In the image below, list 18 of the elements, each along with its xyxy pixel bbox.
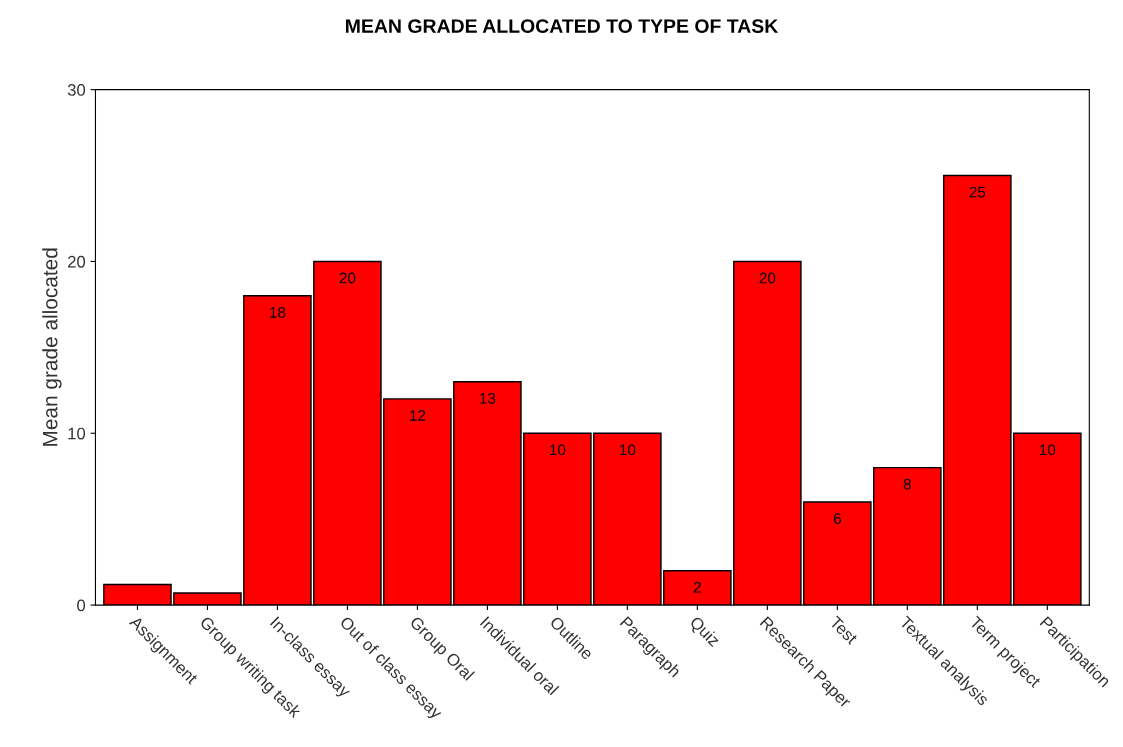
data-label: 10 (550, 444, 566, 456)
y-tick-label: 30 (67, 84, 86, 96)
data-label: 20 (339, 272, 356, 284)
y-tick-label: 10 (68, 427, 86, 440)
data-label: 10 (1039, 444, 1056, 456)
y-tick-label: 20 (68, 255, 86, 268)
data-label: 13 (480, 392, 496, 404)
data-label: 12 (410, 410, 426, 421)
data-label: 20 (759, 272, 776, 284)
y-axis-title: Mean grade allocated (42, 248, 62, 446)
data-label: 6 (833, 513, 841, 524)
data-label: 10 (620, 444, 636, 456)
data-label: 25 (969, 186, 986, 198)
data-label: 2 (693, 581, 701, 593)
data-label: 18 (270, 306, 286, 318)
chart-title: MEAN GRADE ALLOCATED TO TYPE OF TASK (346, 19, 779, 33)
data-label: 8 (903, 478, 911, 490)
y-tick-label: 0 (77, 599, 86, 612)
